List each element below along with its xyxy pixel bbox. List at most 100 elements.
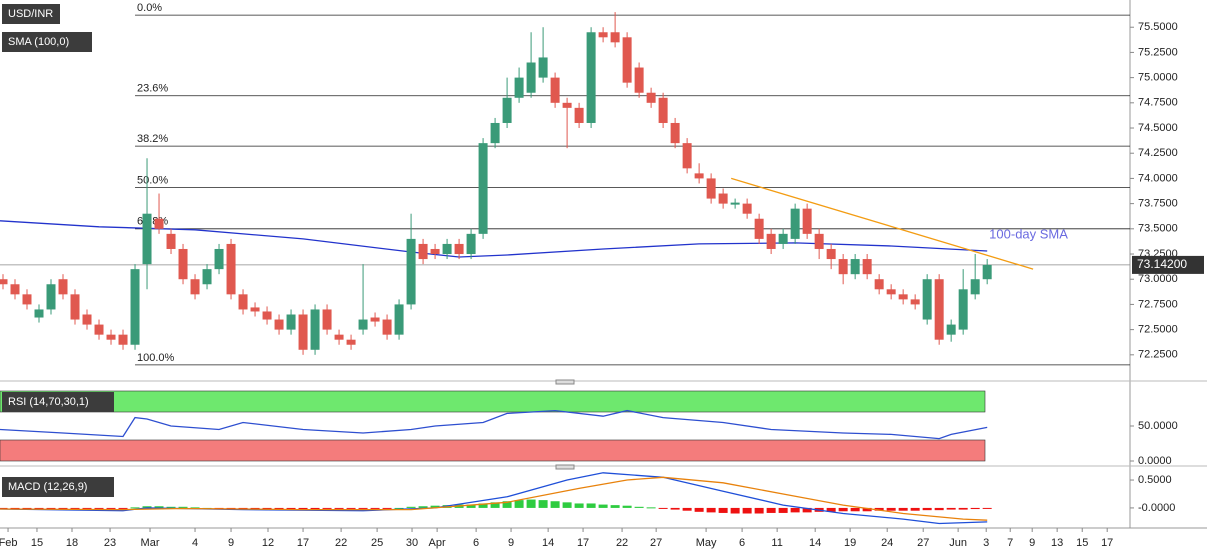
candle-body	[370, 317, 380, 322]
candle-body	[106, 334, 116, 340]
candle-body	[910, 299, 920, 305]
candle-body	[442, 243, 452, 255]
macd-histogram-bar	[262, 507, 272, 510]
macd-histogram-bar	[286, 507, 296, 510]
candle-body	[262, 311, 272, 320]
macd-histogram-bar	[802, 507, 812, 513]
y-tick-label: 73.5000	[1138, 223, 1178, 235]
candle-body	[598, 32, 608, 38]
x-tick-label: 19	[844, 537, 856, 549]
candle-body	[982, 264, 992, 280]
macd-histogram-bar	[118, 507, 128, 509]
x-tick-label: 3	[983, 537, 989, 549]
macd-histogram-bar	[310, 507, 320, 510]
candle-body	[166, 233, 176, 249]
fib-label: 100.0%	[137, 352, 175, 364]
candle-body	[0, 279, 8, 285]
trend-line	[731, 177, 1034, 270]
indicator-label: MACD (12,26,9)	[2, 477, 114, 497]
macd-histogram-bar	[502, 501, 512, 508]
candle-body	[250, 307, 260, 312]
macd-histogram-bar	[70, 507, 80, 509]
candle-body	[622, 37, 632, 83]
macd-histogram-bar	[562, 502, 572, 508]
macd-histogram-bar	[58, 507, 68, 509]
x-tick-label: 17	[297, 537, 309, 549]
resize-grip[interactable]	[555, 464, 575, 470]
x-tick-label: Mar	[141, 537, 160, 549]
candle-body	[922, 279, 932, 320]
x-tick-label: 9	[1029, 537, 1035, 549]
x-tick-label: 17	[577, 537, 589, 549]
candle-body	[334, 334, 344, 340]
candle-body	[466, 233, 476, 255]
y-tick-label: 74.7500	[1138, 97, 1178, 109]
y-tick-label: 0.0000	[1138, 455, 1172, 467]
candle-body	[490, 122, 500, 144]
macd-histogram-bar	[166, 506, 176, 508]
candle-body	[850, 259, 860, 275]
label-box	[2, 32, 92, 52]
candle-body	[526, 62, 536, 93]
x-tick-label: 30	[406, 537, 418, 549]
y-tick-label: 72.5000	[1138, 324, 1178, 336]
y-tick-label: 74.5000	[1138, 122, 1178, 134]
macd-histogram-bar	[418, 506, 428, 508]
macd-histogram-bar	[886, 507, 896, 511]
candle-body	[46, 284, 56, 310]
label-text: SMA (100,0)	[8, 36, 69, 48]
x-tick-label: 15	[31, 537, 43, 549]
macd-histogram-bar	[466, 504, 476, 508]
candle-body	[118, 334, 128, 345]
macd-histogram-bar	[46, 507, 56, 509]
macd-histogram-bar	[922, 507, 932, 511]
macd-histogram-bar	[154, 506, 164, 508]
candle-body	[358, 319, 368, 330]
macd-histogram-bar	[490, 502, 500, 508]
candle-body	[646, 92, 656, 103]
label-text: USD/INR	[8, 8, 53, 20]
candle-body	[34, 309, 44, 318]
candle-body	[58, 279, 68, 295]
y-tick-label: 50.0000	[1138, 420, 1178, 432]
candle-body	[766, 233, 776, 249]
candle-body	[94, 324, 104, 335]
x-tick-label: Feb	[0, 537, 18, 549]
macd-histogram-bar	[334, 507, 344, 509]
sma-annotation: 100-day SMA	[989, 226, 1068, 241]
macd-histogram-bar	[478, 503, 488, 508]
candle-body	[838, 259, 848, 275]
macd-histogram-bar	[274, 507, 284, 510]
y-tick-label: 0.5000	[1138, 474, 1172, 486]
candle-body	[670, 122, 680, 144]
macd-histogram-bar	[550, 501, 560, 508]
sma-line	[0, 220, 988, 258]
label-text: RSI (14,70,30,1)	[8, 396, 89, 408]
x-tick-label: 17	[1101, 537, 1113, 549]
candle-body	[454, 243, 464, 255]
macd-histogram-bar	[142, 506, 152, 508]
macd-histogram-bar	[82, 507, 92, 509]
candle-body	[214, 248, 224, 270]
candle-body	[586, 32, 596, 123]
y-tick-label: 73.7500	[1138, 198, 1178, 210]
resize-grip[interactable]	[555, 379, 575, 385]
y-tick-label: 73.2500	[1138, 248, 1178, 260]
x-tick-label: Jun	[949, 537, 967, 549]
rsi-line	[0, 409, 988, 440]
fib-label: 50.0%	[137, 174, 168, 186]
x-tick-label: 11	[771, 537, 782, 549]
candle-body	[718, 193, 728, 204]
y-tick-label: 72.2500	[1138, 349, 1178, 361]
macd-histogram-bar	[730, 507, 740, 514]
macd-histogram-bar	[658, 507, 668, 509]
candle-body	[70, 294, 80, 320]
candle-body	[406, 238, 416, 305]
fib-label: 61.8%	[137, 216, 168, 228]
macd-histogram-bar	[526, 499, 536, 508]
candle-body	[274, 319, 284, 330]
x-tick-label: 14	[542, 537, 554, 549]
macd-histogram-bar	[766, 507, 776, 513]
x-tick-label: 14	[809, 537, 821, 549]
